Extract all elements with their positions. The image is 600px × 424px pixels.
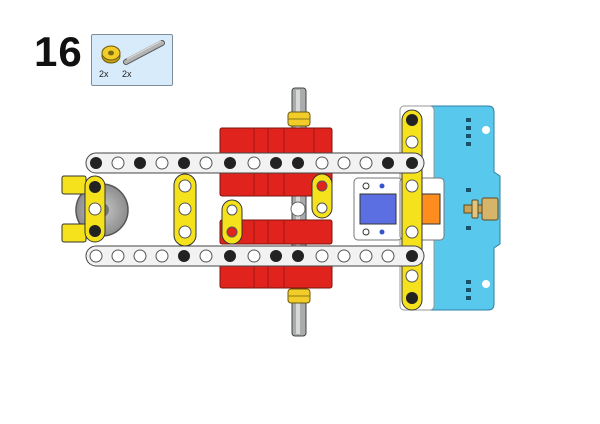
step-number: 16 xyxy=(34,28,83,75)
red-parts xyxy=(219,127,333,289)
tan-connector xyxy=(463,197,499,221)
sensor-block xyxy=(353,177,445,241)
parts-callout: 2x 2x xyxy=(91,34,173,86)
axle-bushings xyxy=(287,111,311,304)
right-yellow-beam xyxy=(401,109,423,311)
axle-quantity: 2x xyxy=(122,69,132,79)
bushing-icon xyxy=(101,45,121,64)
bottom-frame-beam xyxy=(85,245,425,267)
top-frame-beam xyxy=(85,152,425,174)
left-yellow-beam xyxy=(84,175,106,243)
bushing-quantity: 2x xyxy=(99,69,109,79)
center-axle-hole xyxy=(290,201,306,217)
short-yellow-beams xyxy=(221,173,333,245)
axle-icon xyxy=(123,40,165,65)
center-yellow-beam xyxy=(173,173,197,247)
